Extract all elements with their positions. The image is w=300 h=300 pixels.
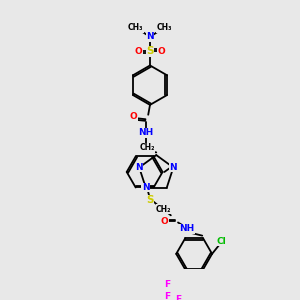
- Text: CH₃: CH₃: [128, 23, 143, 32]
- Text: NH: NH: [138, 128, 153, 137]
- Text: F: F: [164, 292, 170, 300]
- Text: Cl: Cl: [216, 237, 226, 246]
- Text: CH₃: CH₃: [157, 23, 172, 32]
- Text: N: N: [142, 183, 149, 192]
- Text: N: N: [169, 163, 177, 172]
- Text: S: S: [146, 195, 154, 205]
- Text: NH: NH: [179, 224, 195, 233]
- Text: CH₂: CH₂: [156, 205, 171, 214]
- Text: O: O: [134, 46, 142, 56]
- Text: O: O: [130, 112, 138, 121]
- Text: N: N: [135, 163, 143, 172]
- Text: CH₂: CH₂: [140, 143, 155, 152]
- Text: F: F: [164, 280, 170, 289]
- Text: F: F: [175, 296, 181, 300]
- Text: O: O: [161, 217, 168, 226]
- Text: O: O: [158, 46, 166, 56]
- Text: N: N: [146, 32, 154, 41]
- Text: S: S: [146, 46, 154, 56]
